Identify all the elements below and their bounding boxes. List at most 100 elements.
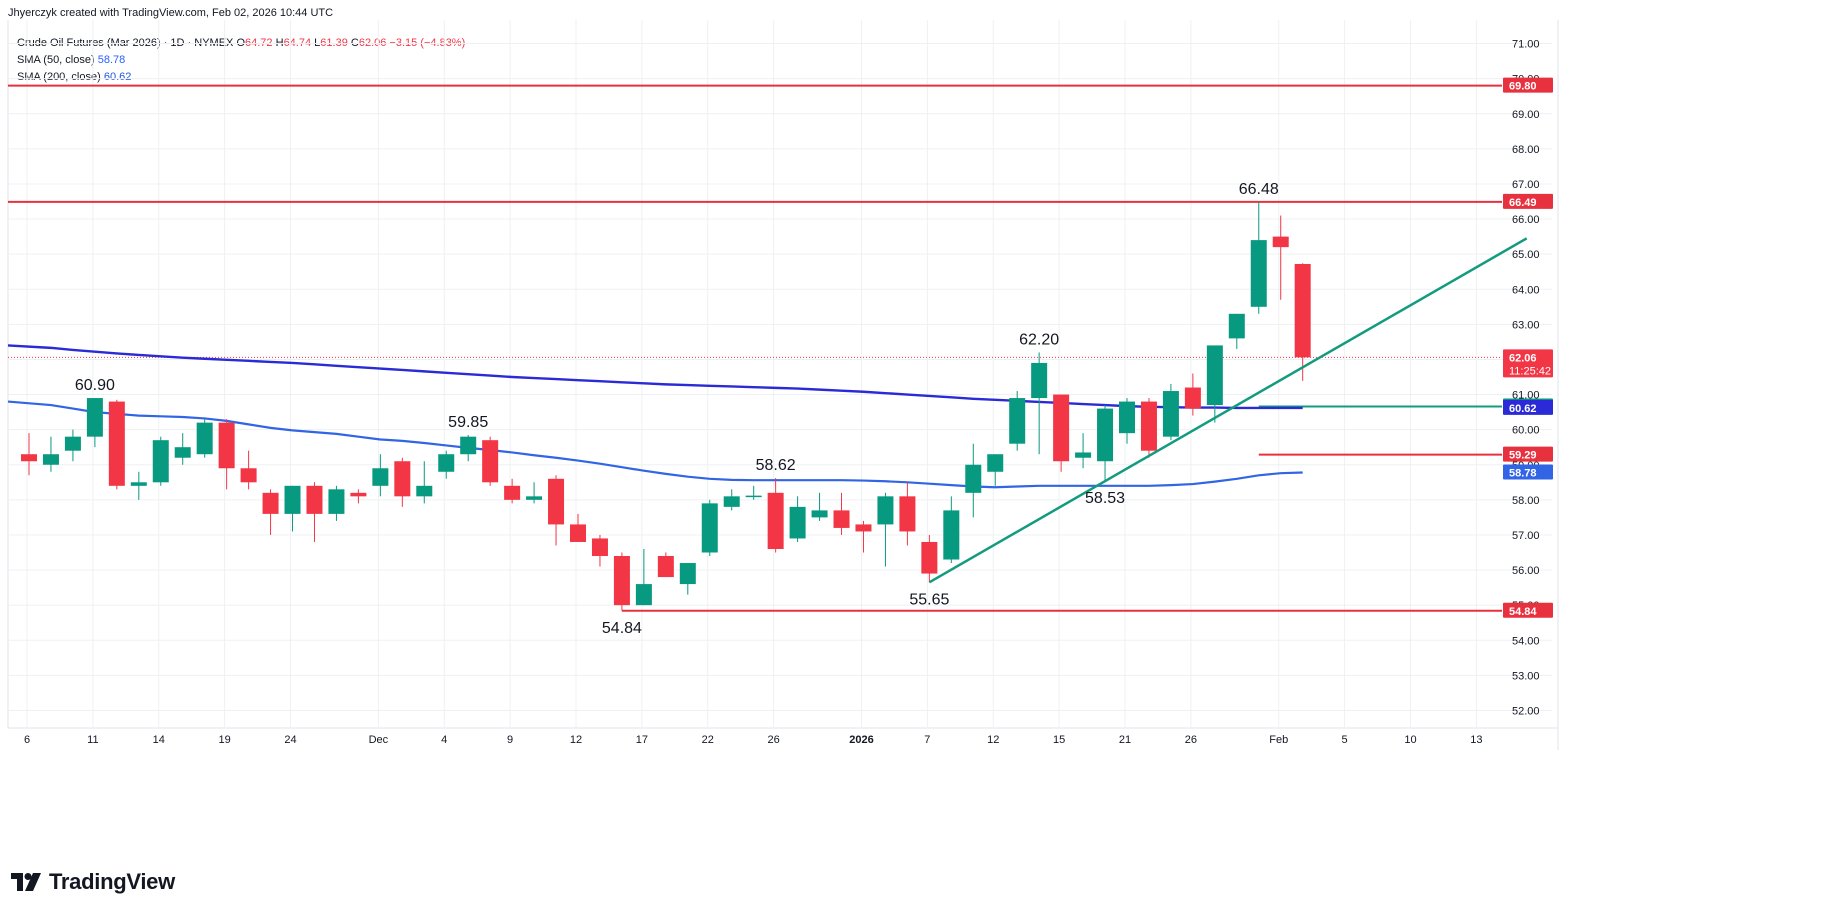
y-tick-label: 66.00 <box>1512 214 1540 226</box>
x-tick-label: 22 <box>702 734 714 746</box>
price-tag <box>1503 602 1553 618</box>
symbol-row: Crude Oil Futures (Mar 2026) · 1D · NYME… <box>17 35 465 52</box>
sma200-label: SMA (200, close) <box>17 71 101 83</box>
y-tick-label: 58.00 <box>1512 495 1540 507</box>
candle-body <box>240 468 257 483</box>
y-tick-label: 64.00 <box>1512 284 1540 296</box>
y-tick-label: 71.00 <box>1512 39 1540 51</box>
y-tick-label: 55.00 <box>1512 600 1540 612</box>
candle-body <box>987 454 1004 472</box>
price-tag-label: 69.80 <box>1509 81 1537 93</box>
candle-body <box>504 485 521 500</box>
sma50-label: SMA (50, close) <box>17 54 95 66</box>
tradingview-brand[interactable]: TradingView <box>11 869 175 895</box>
y-tick-label: 63.00 <box>1512 319 1540 331</box>
price-tag <box>1503 446 1553 462</box>
sma200-line <box>7 344 1303 410</box>
price-annotation: 58.53 <box>1085 490 1125 507</box>
x-tick-label: 4 <box>441 734 447 746</box>
symbol-title[interactable]: Crude Oil Futures (Mar 2026) · 1D · NYME… <box>17 37 234 49</box>
candle-body <box>416 485 433 497</box>
x-tick-label: 12 <box>570 734 582 746</box>
candle-body <box>218 422 235 469</box>
candle-body <box>262 492 279 514</box>
close-label: C <box>350 37 359 49</box>
candle-body <box>108 401 125 486</box>
price-tag-label: 60.66 <box>1509 401 1537 413</box>
brand-name: TradingView <box>49 869 175 894</box>
candle-body <box>965 464 982 493</box>
candle-body <box>1097 408 1114 462</box>
candle-body <box>482 440 499 483</box>
price-tag-label: 62.06 <box>1509 352 1537 364</box>
price-tag-label: 58.78 <box>1509 467 1537 479</box>
x-tick-label: 11 <box>87 734 98 746</box>
y-tick-label: 67.00 <box>1512 179 1540 191</box>
price-tag-label: 59.29 <box>1509 450 1537 462</box>
sma50-row[interactable]: SMA (50, close) 58.78 <box>17 52 465 69</box>
price-annotation: 60.90 <box>75 377 115 394</box>
candle-body <box>877 496 894 525</box>
candle-body <box>1162 391 1179 437</box>
price-annotation: 54.84 <box>602 620 642 637</box>
open-value: 64.72 <box>245 37 273 49</box>
price-tag <box>1503 464 1553 480</box>
x-tick-label: 6 <box>24 734 30 746</box>
candle-body <box>1075 452 1092 458</box>
candle-body <box>657 556 674 578</box>
candle-body <box>526 496 543 500</box>
candle-body <box>789 506 806 539</box>
price-annotation: 55.65 <box>909 591 949 608</box>
candle-body <box>811 510 828 518</box>
price-tag-countdown: 11:25:42 <box>1509 365 1551 377</box>
candle-body <box>86 398 103 437</box>
candle-body <box>284 485 301 514</box>
price-tag-label: 66.49 <box>1509 197 1537 209</box>
candle-body <box>306 485 323 514</box>
y-tick-label: 69.00 <box>1512 109 1540 121</box>
candle-body <box>130 482 147 486</box>
candle-body <box>943 510 960 560</box>
candle-body <box>42 454 59 465</box>
candle-body <box>613 556 630 606</box>
candle-body <box>855 524 872 532</box>
y-tick-label: 53.00 <box>1512 670 1540 682</box>
candle-body <box>1009 398 1026 444</box>
x-tick-label: 24 <box>284 734 296 746</box>
x-tick-label: 17 <box>636 734 648 746</box>
candle-body <box>460 436 477 455</box>
price-tag <box>1503 399 1553 415</box>
y-tick-label: 57.00 <box>1512 530 1540 542</box>
price-tag <box>1503 349 1553 378</box>
price-tag <box>1503 398 1553 414</box>
candle-body <box>196 422 213 455</box>
candle-body <box>1250 240 1267 307</box>
x-tick-label: Dec <box>369 734 389 746</box>
candle-body <box>1294 263 1311 358</box>
candle-body <box>745 495 762 498</box>
change-value: −3.15 (−4.83%) <box>389 37 466 49</box>
price-annotation: 58.62 <box>756 457 796 474</box>
price-annotation: 66.48 <box>1239 181 1279 198</box>
x-tick-label: 10 <box>1404 734 1416 746</box>
candle-body <box>1228 313 1245 339</box>
candle-body <box>1140 401 1157 451</box>
candle-body <box>767 492 784 549</box>
sma200-row[interactable]: SMA (200, close) 60.62 <box>17 69 465 86</box>
x-tick-label: 13 <box>1470 734 1482 746</box>
candle-body <box>1053 394 1070 462</box>
tradingview-logo-icon <box>11 873 41 891</box>
y-tick-label: 65.00 <box>1512 249 1540 261</box>
x-tick-label: 26 <box>1185 734 1197 746</box>
price-tag-label: 54.84 <box>1509 606 1537 618</box>
x-tick-label: 5 <box>1342 734 1348 746</box>
candle-body <box>679 563 696 585</box>
y-tick-label: 60.00 <box>1512 425 1540 437</box>
y-tick-label: 62.00 <box>1512 354 1540 366</box>
chart-credit: Jhyerczyk created with TradingView.com, … <box>8 7 334 19</box>
x-tick-label: Feb <box>1269 734 1288 746</box>
x-tick-label: 7 <box>924 734 930 746</box>
candle-body <box>591 538 608 557</box>
candle-body <box>64 436 81 451</box>
